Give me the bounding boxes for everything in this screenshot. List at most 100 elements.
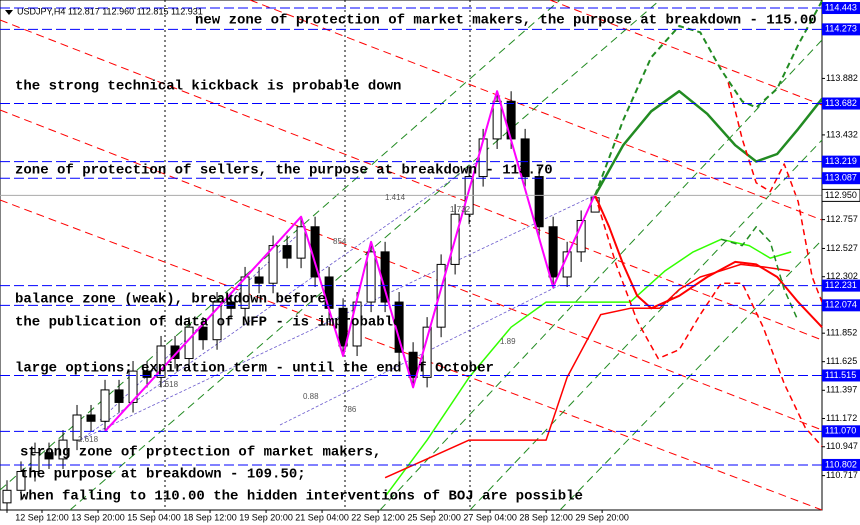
level-tag [822, 458, 860, 471]
annotation: strong zone of protection of market make… [20, 445, 381, 461]
overlay-line [104, 90, 597, 432]
candle-body [16, 470, 26, 491]
level-label: 112.231 [825, 280, 857, 290]
current-price-tag [821, 188, 860, 202]
fib-label: 854 [333, 237, 347, 246]
y-tick-label: 112.302 [826, 271, 858, 281]
y-tick-label: 110.717 [826, 470, 858, 480]
channel-line [549, 0, 823, 106]
fib-label: 1.618 [158, 380, 179, 389]
overlay-line [594, 195, 823, 447]
candle-body [408, 351, 418, 378]
x-tick-label: 27 Sep 04:00 [463, 512, 517, 522]
x-tick-label: 28 Sep 12:00 [519, 512, 573, 522]
x-tick-label: 29 Sep 20:00 [575, 512, 629, 522]
x-tick-label: 21 Sep 04:00 [295, 512, 349, 522]
y-tick-label: 112.527 [826, 243, 858, 253]
overlay-line [594, 194, 823, 328]
candle-body [534, 176, 544, 228]
fib-label: 1.732 [450, 205, 471, 214]
level-tag [822, 23, 860, 36]
candle-body [548, 226, 558, 278]
level-label: 111.515 [825, 370, 856, 380]
candle-body [2, 489, 12, 504]
annotation: zone of protection of sellers, the purpo… [15, 163, 553, 179]
candle-body [30, 452, 40, 472]
level-label: 113.682 [825, 98, 857, 108]
candle-body [44, 452, 54, 460]
channel-line [0, 0, 561, 491]
candle-body [520, 138, 530, 178]
overlay-line [594, 89, 823, 197]
symbol-icon [5, 10, 13, 15]
fan-line [79, 194, 596, 441]
level-label: 111.070 [825, 426, 856, 436]
candle-body [198, 326, 208, 341]
candle-body [114, 389, 124, 403]
candle-body [436, 263, 446, 328]
level-tag [822, 299, 860, 312]
level-label: 110.802 [825, 459, 857, 469]
x-tick-label: 15 Sep 04:00 [127, 512, 181, 522]
plot-area [0, 0, 823, 511]
y-tick-label: 111.397 [826, 385, 857, 395]
annotation: new zone of protection of market makers,… [195, 13, 817, 29]
candle-body [366, 251, 376, 303]
fib-label: 2.618 [78, 435, 99, 444]
y-tick-label: 111.852 [826, 328, 857, 338]
fan-line [279, 284, 561, 426]
candle-body [156, 345, 166, 378]
level-label: 113.087 [825, 173, 857, 183]
annotation: the publication of data of NFP - is impr… [15, 315, 401, 331]
current-price-label: 112.950 [825, 190, 857, 200]
candle-body [142, 370, 152, 378]
x-tick-label: 25 Sep 20:00 [407, 512, 461, 522]
header: USDJPY,H4 112.817 112.960 112.815 112.93… [17, 6, 203, 16]
fib-label: 0.88 [303, 392, 319, 401]
annotation: large options; expiration term - until t… [15, 361, 494, 377]
candle-body [296, 226, 306, 259]
candle-body [128, 370, 138, 403]
level-label: 112.074 [825, 300, 857, 310]
y-tick-label: 113.432 [826, 129, 858, 139]
x-tick-label: 13 Sep 20:00 [71, 512, 125, 522]
fib-label: 1.89 [500, 337, 516, 346]
channel-line [249, 0, 823, 221]
level-tag [822, 2, 860, 15]
candle-body [212, 301, 222, 341]
y-tick-label: 111.172 [826, 413, 857, 423]
channel-line [0, 199, 823, 511]
level-tag [822, 172, 860, 185]
x-tick-label: 19 Sep 20:00 [239, 512, 293, 522]
overlay-line [727, 82, 823, 303]
y-tick-label: 110.947 [826, 441, 858, 451]
level-tag [822, 425, 860, 438]
candle-body [72, 414, 82, 441]
overlay-line [594, 0, 823, 196]
candle-body [338, 307, 348, 347]
x-tick-label: 22 Sep 12:00 [351, 512, 405, 522]
level-label: 113.219 [825, 156, 857, 166]
candle-body [268, 245, 278, 284]
candle-body [86, 414, 96, 422]
annotation: the strong technical kickback is probabl… [15, 79, 401, 95]
annotation: when falling to 110.00 the hidden interv… [20, 489, 583, 505]
fib-label: 786 [343, 405, 357, 414]
candle-body [100, 389, 110, 422]
channel-line [469, 139, 823, 511]
level-tag [822, 369, 860, 382]
candle-body [254, 276, 264, 284]
overlay-line [720, 226, 799, 322]
overlay-line [384, 263, 790, 479]
candle-body [170, 345, 180, 360]
channel-line [0, 109, 823, 431]
annotation: the purpose at breakdown - 109.50; [20, 467, 306, 483]
x-tick-label: 12 Sep 12:00 [15, 512, 69, 522]
level-label: 114.273 [825, 24, 857, 34]
x-tick-label: 18 Sep 12:00 [183, 512, 237, 522]
candle-body [380, 251, 390, 303]
fan-line [79, 159, 481, 441]
candle-body [282, 245, 292, 259]
candle-body [492, 100, 502, 140]
